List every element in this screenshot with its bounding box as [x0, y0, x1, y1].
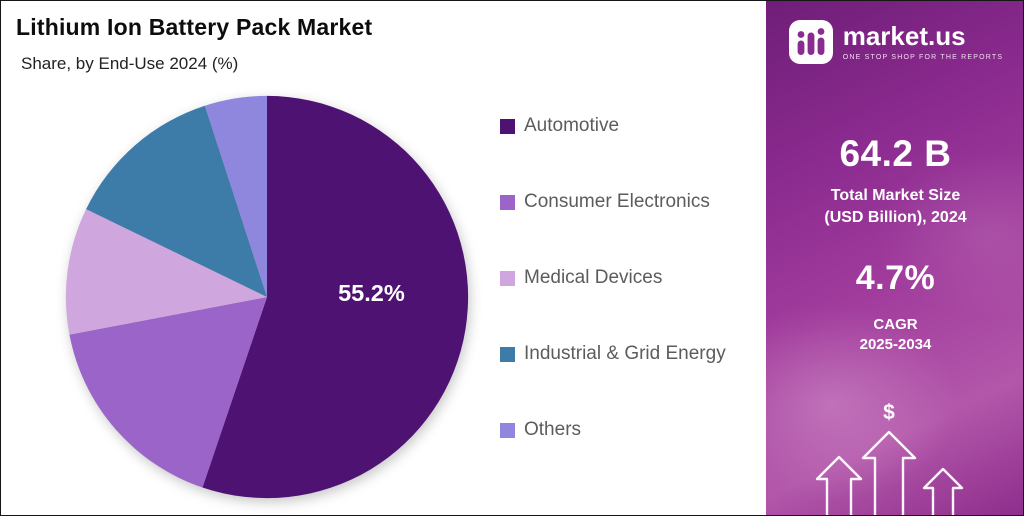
legend-label: Consumer Electronics — [524, 191, 710, 212]
cagr-label: CAGR 2025-2034 — [766, 315, 1023, 356]
pie-slice-others — [204, 95, 267, 298]
legend-item: Medical Devices — [500, 267, 726, 289]
legend-label: Industrial & Grid Energy — [524, 343, 726, 364]
up-arrow-icon-left — [815, 455, 863, 515]
legend: Automotive Consumer Electronics Medical De… — [500, 115, 726, 441]
pie-chart: 55.2% — [65, 95, 469, 499]
up-arrow-icon-middle — [861, 430, 917, 515]
pie-slice-consumer-electronics — [69, 297, 267, 488]
market-size-value: 64.2 B — [839, 133, 952, 174]
cagr-label-line2: 2025-2034 — [859, 336, 932, 354]
market-size-label-line2: (USD Billion), 2024 — [824, 208, 967, 226]
cagr-value: 4.7% — [855, 259, 936, 297]
up-arrow-icon-right — [922, 467, 964, 515]
brand-icon — [788, 20, 833, 64]
legend-label: Automotive — [524, 115, 620, 136]
growth-arrows-icon: $ — [815, 401, 964, 515]
legend-item: Automotive — [500, 115, 726, 137]
pie-slice-industrial-grid-energy — [86, 105, 267, 297]
legend-swatch — [500, 422, 515, 438]
dollar-icon: $ — [883, 401, 895, 424]
stats-panel: market.us ONE STOP SHOP FOR THE REPORTS … — [766, 1, 1023, 515]
legend-label: Others — [524, 419, 582, 440]
brand-text: market.us ONE STOP SHOP FOR THE REPORTS — [842, 21, 1004, 61]
page-title: Lithium Ion Battery Pack Market — [16, 14, 373, 40]
legend-item: Industrial & Grid Energy — [500, 343, 726, 365]
pie-value-label: 55.2% — [338, 280, 405, 306]
legend-swatch — [500, 270, 515, 286]
pie-chart-container: 55.2% — [61, 91, 473, 503]
legend-item: Consumer Electronics — [500, 191, 726, 213]
brand-logo: market.us ONE STOP SHOP FOR THE REPORTS — [766, 19, 1023, 65]
legend-swatch — [500, 118, 515, 134]
page-subtitle: Share, by End-Use 2024 (%) — [21, 54, 239, 73]
pie-slice-automotive — [202, 95, 469, 499]
legend-label: Medical Devices — [524, 267, 663, 288]
pie-slice-medical-devices — [65, 209, 267, 335]
legend-item: Others — [500, 419, 726, 441]
brand-tagline: ONE STOP SHOP FOR THE REPORTS — [842, 53, 1004, 61]
market-size-label-line1: Total Market Size — [830, 187, 961, 204]
brand-name: market.us — [842, 21, 966, 52]
legend-swatch — [500, 346, 515, 362]
cagr-label-line1: CAGR — [873, 316, 918, 333]
market-size-label: Total Market Size (USD Billion), 2024 — [766, 185, 1023, 228]
legend-swatch — [500, 194, 515, 210]
